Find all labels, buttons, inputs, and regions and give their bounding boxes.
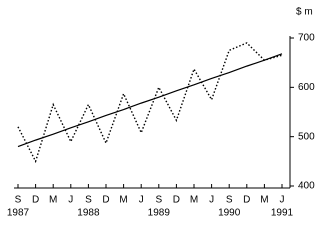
x-tick-label: S <box>226 195 233 206</box>
y-tick-label: 400 <box>298 181 315 192</box>
x-year-label: 1988 <box>77 208 100 219</box>
x-tick-label: S <box>15 195 22 206</box>
page: {"chart_data": {"type": "line", "y_label… <box>6 6 316 219</box>
x-tick-label: D <box>173 195 180 206</box>
y-tick-label: 500 <box>298 131 315 142</box>
x-tick-label: M <box>119 195 127 206</box>
y-tick-label: 700 <box>298 33 315 44</box>
x-tick-label: D <box>243 195 250 206</box>
x-year-label: 1987 <box>7 208 30 219</box>
y-axis-label: $ m <box>296 7 313 18</box>
x-tick-label: D <box>102 195 109 206</box>
x-year-label: 1991 <box>271 208 294 219</box>
series-line <box>17 42 283 164</box>
x-tick-label: J <box>68 195 73 206</box>
x-tick-label: J <box>280 195 285 206</box>
x-tick-label: M <box>49 195 57 206</box>
x-year-label: 1989 <box>148 208 171 219</box>
x-year-label: 1990 <box>218 208 241 219</box>
x-tick-label: S <box>155 195 162 206</box>
x-tick-label: J <box>139 195 144 206</box>
x-tick-label: M <box>260 195 268 206</box>
x-tick-label: D <box>32 195 39 206</box>
x-tick-label: M <box>190 195 198 206</box>
x-tick-label: S <box>85 195 92 206</box>
x-tick-label: J <box>209 195 214 206</box>
y-tick-label: 600 <box>298 82 315 93</box>
series-line <box>17 53 283 148</box>
